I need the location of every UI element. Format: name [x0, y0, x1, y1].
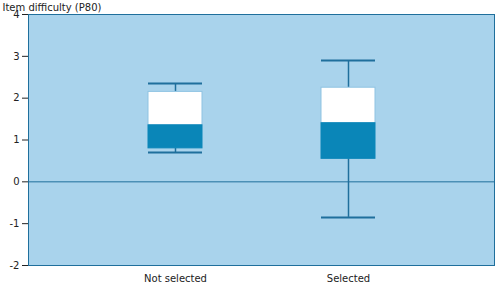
- svg-text:-1: -1: [10, 218, 20, 229]
- svg-text:3: 3: [13, 51, 19, 62]
- svg-text:Not selected: Not selected: [144, 273, 207, 284]
- svg-text:-2: -2: [10, 260, 20, 271]
- svg-text:Item difficulty (P80): Item difficulty (P80): [3, 2, 102, 13]
- svg-text:1: 1: [13, 134, 19, 145]
- svg-text:2: 2: [13, 92, 19, 103]
- svg-text:0: 0: [13, 176, 19, 187]
- svg-text:Selected: Selected: [327, 273, 370, 284]
- svg-text:4: 4: [13, 8, 20, 20]
